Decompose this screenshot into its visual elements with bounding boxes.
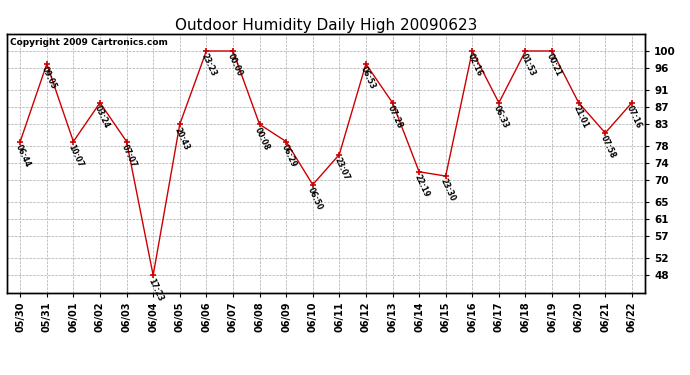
Text: 21:01: 21:01 [572, 104, 590, 130]
Text: 20:43: 20:43 [173, 126, 191, 152]
Text: 06:33: 06:33 [492, 104, 511, 130]
Text: 07:07: 07:07 [120, 143, 138, 169]
Title: Outdoor Humidity Daily High 20090623: Outdoor Humidity Daily High 20090623 [175, 18, 477, 33]
Text: 06:29: 06:29 [279, 143, 297, 169]
Text: 09:05: 09:05 [40, 65, 59, 91]
Text: 07:28: 07:28 [386, 104, 404, 130]
Text: 06:50: 06:50 [306, 186, 324, 211]
Text: 17:23: 17:23 [146, 277, 165, 302]
Text: 03:24: 03:24 [93, 104, 112, 130]
Text: 22:19: 22:19 [413, 173, 431, 199]
Text: 01:53: 01:53 [519, 53, 537, 78]
Text: 00:00: 00:00 [226, 53, 244, 78]
Text: 07:58: 07:58 [598, 134, 617, 160]
Text: 00:08: 00:08 [253, 126, 271, 152]
Text: 02:16: 02:16 [466, 53, 484, 78]
Text: 06:44: 06:44 [13, 143, 32, 169]
Text: 06:53: 06:53 [359, 65, 377, 91]
Text: 23:30: 23:30 [439, 177, 457, 203]
Text: 23:07: 23:07 [333, 156, 351, 182]
Text: 00:21: 00:21 [545, 53, 564, 78]
Text: 07:16: 07:16 [625, 104, 644, 130]
Text: 23:23: 23:23 [199, 53, 218, 78]
Text: Copyright 2009 Cartronics.com: Copyright 2009 Cartronics.com [10, 38, 168, 46]
Text: 10:07: 10:07 [67, 143, 85, 169]
